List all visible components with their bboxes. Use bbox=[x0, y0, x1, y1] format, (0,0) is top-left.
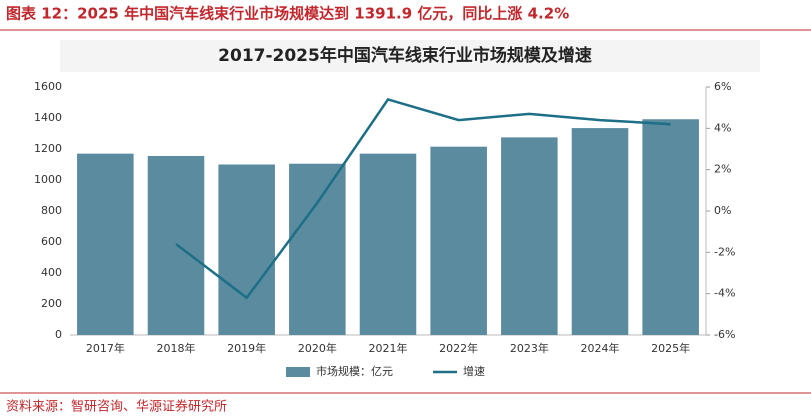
x-tick-label: 2021年 bbox=[369, 341, 408, 355]
y2-tick-label: 2% bbox=[714, 163, 731, 176]
x-tick-label: 2025年 bbox=[651, 341, 690, 355]
y2-tick-label: -6% bbox=[714, 328, 735, 341]
source: 资料来源：智研咨询、华源证券研究所 bbox=[6, 399, 227, 415]
y2-tick-label: -4% bbox=[714, 287, 735, 300]
x-tick-label: 2019年 bbox=[227, 341, 266, 355]
header-title: 图表 12：2025 年中国汽车线束行业市场规模达到 1391.9 亿元，同比上… bbox=[6, 5, 569, 23]
y-tick-label: 600 bbox=[41, 235, 62, 248]
y-tick-label: 1400 bbox=[34, 111, 62, 124]
y2-tick-label: -2% bbox=[714, 245, 735, 258]
y2-tick-label: 0% bbox=[714, 204, 731, 217]
x-tick-label: 2024年 bbox=[581, 341, 620, 355]
legend-label: 增速 bbox=[463, 364, 485, 378]
bar bbox=[501, 137, 558, 335]
y-tick-label: 1200 bbox=[34, 142, 62, 155]
y2-tick-label: 4% bbox=[714, 121, 731, 134]
bar bbox=[359, 153, 417, 335]
y-tick-label: 0 bbox=[55, 328, 62, 341]
y-tick-label: 400 bbox=[41, 266, 62, 279]
bar bbox=[77, 153, 134, 335]
x-tick-label: 2023年 bbox=[510, 341, 549, 355]
bar bbox=[430, 146, 487, 335]
y-tick-label: 800 bbox=[41, 204, 62, 217]
bar bbox=[218, 164, 275, 335]
legend-swatch bbox=[286, 367, 310, 377]
bar bbox=[571, 128, 629, 335]
y-tick-label: 1000 bbox=[34, 173, 62, 186]
x-tick-label: 2020年 bbox=[298, 341, 337, 355]
legend-label: 市场规模：亿元 bbox=[316, 364, 393, 378]
title-band bbox=[60, 40, 760, 72]
bar bbox=[642, 119, 699, 336]
line bbox=[175, 97, 671, 300]
x-tick-label: 2017年 bbox=[86, 341, 125, 355]
y2-tick-label: 6% bbox=[714, 80, 731, 93]
x-tick-label: 2018年 bbox=[157, 341, 196, 355]
y-tick-label: 200 bbox=[41, 297, 62, 310]
chart-title: 2017-2025年中国汽车线束行业市场规模及增速 bbox=[218, 45, 592, 66]
y-tick-label: 1600 bbox=[34, 80, 62, 93]
x-tick-label: 2022年 bbox=[439, 341, 478, 355]
bar bbox=[289, 163, 346, 335]
